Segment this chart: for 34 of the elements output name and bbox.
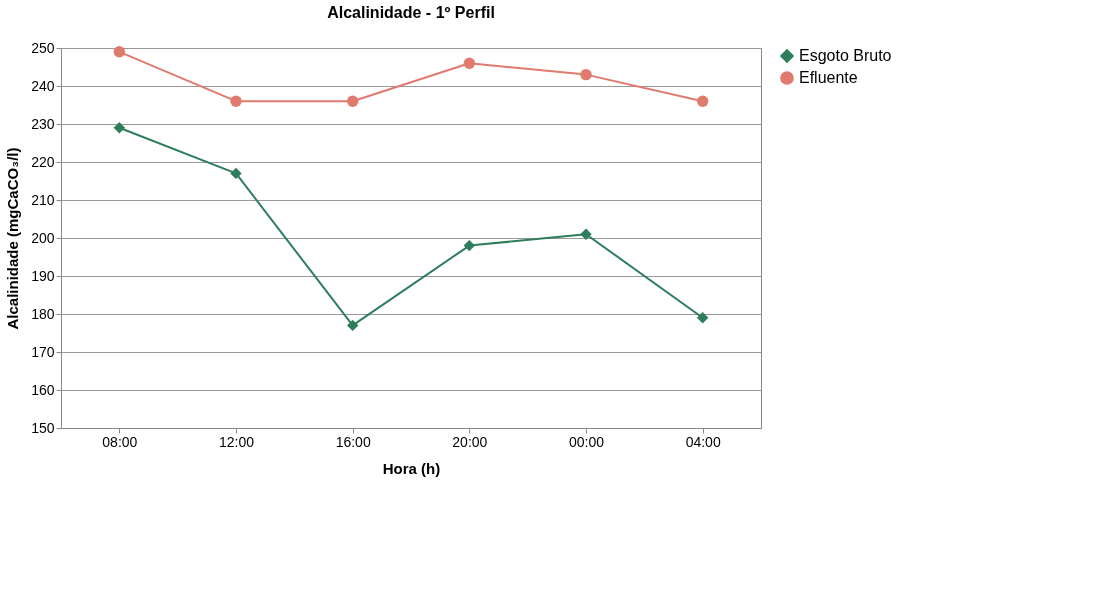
point: [230, 95, 242, 107]
x-tick-label: 20:00: [452, 433, 488, 450]
point: [346, 95, 359, 107]
x-axis-title: Hora (h): [382, 459, 441, 477]
y-tick-label: 190: [31, 267, 55, 284]
y-axis-title: Alcalinidade (mgCaCO₃/l): [4, 147, 22, 330]
legend-label: Esgoto Bruto: [799, 47, 892, 64]
point: [230, 167, 242, 180]
y-tick-label: 150: [31, 419, 55, 436]
y-tick-label: 240: [31, 77, 55, 94]
x-tick-label: 12:00: [218, 433, 255, 450]
y-tick-label: 160: [31, 381, 55, 398]
y-tick-label: 210: [31, 191, 55, 208]
y-tick-label: 180: [31, 305, 55, 322]
y-tick-label: 220: [31, 153, 55, 170]
point: [696, 95, 709, 107]
x-tick-label: 08:00: [102, 433, 138, 450]
y-tick-label: 230: [31, 115, 55, 132]
point: [580, 228, 592, 240]
y-tick-label: 170: [31, 343, 55, 360]
y-tick-label: 200: [31, 229, 55, 246]
point: [113, 46, 126, 58]
x-tick-label: 16:00: [335, 433, 371, 450]
y-tick-label: 250: [31, 39, 55, 56]
x-tick-label: 04:00: [685, 433, 721, 450]
point: [113, 122, 126, 134]
x-tick-label: 00:00: [568, 433, 605, 450]
chart-title: Alcalinidade - 1º Perfil: [327, 4, 495, 21]
point: [696, 312, 709, 324]
point: [463, 239, 476, 252]
point: [463, 57, 476, 69]
point: [580, 68, 592, 81]
point: [346, 319, 359, 332]
legend-label: Efluente: [799, 69, 858, 86]
